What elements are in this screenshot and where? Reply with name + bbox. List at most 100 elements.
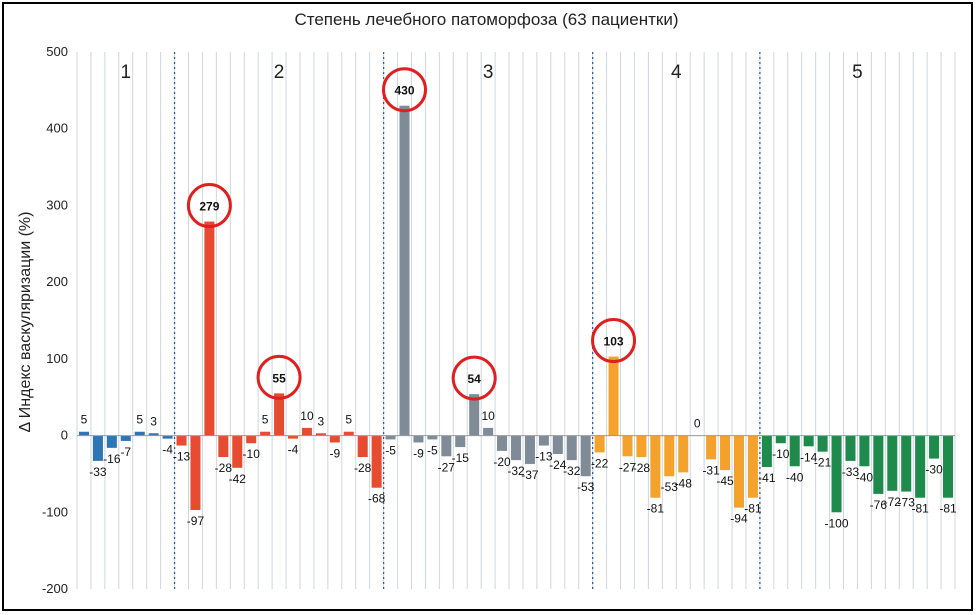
bar <box>873 435 884 494</box>
bar <box>552 435 563 454</box>
data-label: 55 <box>272 371 286 385</box>
bar <box>301 427 312 436</box>
data-label: 103 <box>604 335 624 349</box>
data-label: -10 <box>243 447 261 461</box>
bar <box>218 435 229 458</box>
data-label: -14 <box>800 450 818 464</box>
data-label: -28 <box>215 461 233 475</box>
data-label: 5 <box>345 413 352 427</box>
y-tick-label: 200 <box>46 274 68 289</box>
bar <box>524 435 535 464</box>
y-tick-label: -200 <box>42 581 68 596</box>
data-label: 5 <box>136 413 143 427</box>
data-label: -81 <box>647 502 665 516</box>
bar <box>650 435 661 498</box>
bar <box>343 431 354 436</box>
data-label: 430 <box>394 84 414 98</box>
bar <box>497 435 508 451</box>
bar <box>469 394 480 436</box>
bar <box>775 435 786 444</box>
data-label: -42 <box>229 472 247 486</box>
data-label: -5 <box>385 443 396 457</box>
data-label: -24 <box>549 458 567 472</box>
bar <box>608 356 619 436</box>
bar <box>733 435 745 508</box>
bar <box>176 435 187 446</box>
bar <box>483 427 494 436</box>
bar <box>538 435 549 446</box>
bar <box>859 435 870 467</box>
bar <box>901 435 912 492</box>
bar <box>190 435 201 510</box>
bar <box>134 431 145 436</box>
data-label: -15 <box>452 451 470 465</box>
bar <box>287 435 299 439</box>
y-tick-label: 300 <box>46 197 68 212</box>
data-label: 3 <box>150 414 157 428</box>
y-tick-label: 500 <box>46 44 68 59</box>
highlight-circle <box>591 318 637 364</box>
bar <box>427 435 438 440</box>
bar <box>232 435 243 468</box>
data-label: -4 <box>288 443 299 457</box>
bar <box>78 431 89 436</box>
bar <box>106 435 117 448</box>
bar <box>636 435 647 458</box>
data-label: -4 <box>162 443 173 457</box>
bar <box>385 435 396 440</box>
data-label: -33 <box>842 465 860 479</box>
bar <box>92 435 103 461</box>
data-label: -73 <box>898 496 916 510</box>
data-label: -28 <box>354 461 372 475</box>
bar <box>594 435 605 453</box>
data-label: -27 <box>438 460 456 474</box>
data-label: 10 <box>481 409 495 423</box>
bar <box>929 435 940 459</box>
data-label: -33 <box>89 465 107 479</box>
data-label: -32 <box>563 464 581 478</box>
bar <box>315 433 326 436</box>
data-label: -76 <box>870 498 888 512</box>
bar <box>915 435 926 498</box>
data-label: -72 <box>884 495 902 509</box>
bar <box>720 435 731 471</box>
data-label: -20 <box>493 455 511 469</box>
bar <box>441 435 452 457</box>
data-label: 3 <box>318 414 325 428</box>
data-label: -28 <box>633 461 651 475</box>
data-label: -40 <box>856 470 874 484</box>
bar <box>664 435 675 477</box>
data-label: -9 <box>413 446 424 460</box>
bar <box>831 435 842 513</box>
bar <box>747 435 758 498</box>
bar <box>887 435 898 491</box>
data-label: -13 <box>535 450 553 464</box>
group-label: 1 <box>120 62 131 83</box>
bar <box>399 105 410 436</box>
y-tick-label: -100 <box>42 504 68 519</box>
bar <box>845 435 856 461</box>
highlight-circle <box>451 355 497 401</box>
bar <box>510 435 522 461</box>
data-label: 10 <box>300 409 314 423</box>
group-label: 3 <box>483 62 494 83</box>
group-label: 5 <box>852 62 863 83</box>
group-label: 4 <box>671 62 682 83</box>
data-label: -81 <box>939 502 957 516</box>
bar <box>566 435 577 461</box>
data-label: -68 <box>368 492 386 506</box>
data-label: -81 <box>744 502 762 516</box>
data-label: -41 <box>758 471 776 485</box>
data-label: -16 <box>103 452 121 466</box>
data-label: -40 <box>786 470 804 484</box>
data-label: -21 <box>814 456 832 470</box>
bar <box>329 435 340 443</box>
data-label: -45 <box>716 474 734 488</box>
data-label: -32 <box>507 464 525 478</box>
chart-title: Степень лечебного патоморфоза (63 пациен… <box>294 10 679 29</box>
bar <box>120 435 131 441</box>
highlight-circle <box>186 183 232 229</box>
highlight-circle <box>382 67 428 113</box>
data-label: -37 <box>521 468 539 482</box>
